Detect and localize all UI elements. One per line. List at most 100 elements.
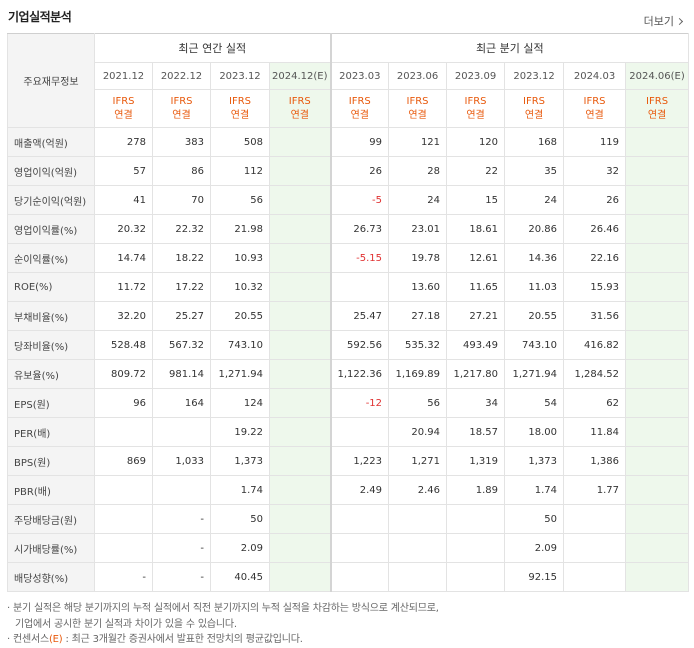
table-cell: 567.32: [152, 330, 211, 360]
table-cell: [563, 504, 627, 534]
row-label: ROE(%): [7, 272, 95, 302]
table-row: 유보율(%) 809.72 981.14 1,271.94 1,122.36 1,169.…: [7, 359, 690, 389]
table-cell: 1,373: [210, 446, 270, 476]
table-cell: -: [94, 562, 153, 592]
row-label: 주당배당금(원): [7, 504, 95, 534]
table-cell: 809.72: [94, 359, 153, 389]
table-cell: 13.60: [388, 272, 448, 302]
table-cell: 1,271.94: [210, 359, 270, 389]
table-cell: 20.55: [210, 301, 270, 331]
table-row: PBR(배) 1.74 2.49 2.46 1.89 1.74 1.77: [7, 475, 690, 505]
table-cell: [329, 504, 390, 534]
table-cell: 15.93: [563, 272, 627, 302]
table-cell: 26.46: [563, 214, 627, 244]
table-cell: [625, 214, 690, 244]
period-header: 2024.12(E): [268, 62, 332, 90]
table-cell: [94, 504, 153, 534]
table-cell: 14.74: [94, 243, 153, 273]
more-link[interactable]: 더보기: [644, 13, 684, 29]
ifrs-header: IFRS 연결: [625, 89, 690, 128]
table-cell: 17.22: [152, 272, 211, 302]
period-header: 2023.12: [210, 62, 270, 90]
table-cell: 50: [504, 504, 565, 534]
table-cell: 92.15: [504, 562, 565, 592]
period-header: 2023.06: [388, 62, 448, 90]
period-header: 2024.03: [563, 62, 627, 90]
consolidated-label: 연결: [408, 109, 427, 121]
table-cell: [388, 533, 448, 563]
table-cell: 23.01: [388, 214, 448, 244]
table-cell: 20.55: [504, 301, 565, 331]
table-cell: 1,319: [446, 446, 506, 476]
table-cell: 168: [504, 127, 565, 157]
row-label: 당기순이익(억원): [7, 185, 95, 215]
table-cell: [152, 417, 211, 447]
table-cell: 10.32: [210, 272, 270, 302]
table-cell: [388, 504, 448, 534]
table-cell: 62: [563, 388, 627, 418]
table-cell: [268, 272, 332, 302]
table-cell: 121: [388, 127, 448, 157]
row-label: BPS(원): [7, 446, 95, 476]
ifrs-label: IFRS: [170, 95, 193, 107]
table-cell: 25.27: [152, 301, 211, 331]
ifrs-header: IFRS 연결: [152, 89, 211, 128]
table-cell: 592.56: [329, 330, 390, 360]
table-cell: 24: [388, 185, 448, 215]
row-label: 매출액(억원): [7, 127, 95, 157]
table-cell: 10.93: [210, 243, 270, 273]
table-cell: 27.18: [388, 301, 448, 331]
table-cell: 1,373: [504, 446, 565, 476]
table-cell: 20.94: [388, 417, 448, 447]
table-cell: [94, 417, 153, 447]
table-cell: [329, 562, 390, 592]
period-header: 2023.03: [329, 62, 390, 90]
footnotes: · 분기 실적은 해당 분기까지의 누적 실적에서 직전 분기까지의 누적 실적…: [7, 601, 439, 648]
ifrs-header: IFRS 연결: [268, 89, 332, 128]
table-cell: [329, 533, 390, 563]
table-cell: 1,271: [388, 446, 448, 476]
table-cell: 32.20: [94, 301, 153, 331]
table-cell: 25.47: [329, 301, 390, 331]
table-cell: 28: [388, 156, 448, 186]
table-cell: 743.10: [210, 330, 270, 360]
row-label: 순이익률(%): [7, 243, 95, 273]
ifrs-label: IFRS: [112, 95, 135, 107]
table-cell: [563, 562, 627, 592]
ifrs-label: IFRS: [288, 95, 311, 107]
table-cell: 1,386: [563, 446, 627, 476]
table-cell: 11.72: [94, 272, 153, 302]
table-cell: 18.61: [446, 214, 506, 244]
table-cell: [268, 127, 332, 157]
table-row: 영업이익률(%) 20.32 22.32 21.98 26.73 23.01 18.61 20…: [7, 214, 690, 244]
table-row: PER(배) 19.22 20.94 18.57 18.00 11.84: [7, 417, 690, 447]
ifrs-header: IFRS 연결: [388, 89, 448, 128]
table-cell: [625, 504, 690, 534]
table-cell: 1.74: [210, 475, 270, 505]
table-cell: [268, 533, 332, 563]
row-label: 유보율(%): [7, 359, 95, 389]
table-cell: 528.48: [94, 330, 153, 360]
table-cell: 15: [446, 185, 506, 215]
table-cell: 57: [94, 156, 153, 186]
table-cell: 11.65: [446, 272, 506, 302]
table-cell: 1.89: [446, 475, 506, 505]
footnote-2: · 컨센서스(E) : 최근 3개월간 증권사에서 발표한 전망치의 평균값입니…: [7, 634, 303, 645]
table-cell: 56: [388, 388, 448, 418]
table-cell: 99: [329, 127, 390, 157]
table-cell: [152, 475, 211, 505]
table-cell: [446, 533, 506, 563]
table-cell: 508: [210, 127, 270, 157]
table-cell: 32: [563, 156, 627, 186]
ifrs-label: IFRS: [348, 95, 371, 107]
table-cell: 2.46: [388, 475, 448, 505]
table-cell: [625, 272, 690, 302]
table-cell: 26: [329, 156, 390, 186]
row-label: 시가배당률(%): [7, 533, 95, 563]
table-cell: 34: [446, 388, 506, 418]
table-cell: 18.00: [504, 417, 565, 447]
table-cell: 119: [563, 127, 627, 157]
table-cell: 26.73: [329, 214, 390, 244]
table-cell: [625, 475, 690, 505]
row-label: 당좌비율(%): [7, 330, 95, 360]
